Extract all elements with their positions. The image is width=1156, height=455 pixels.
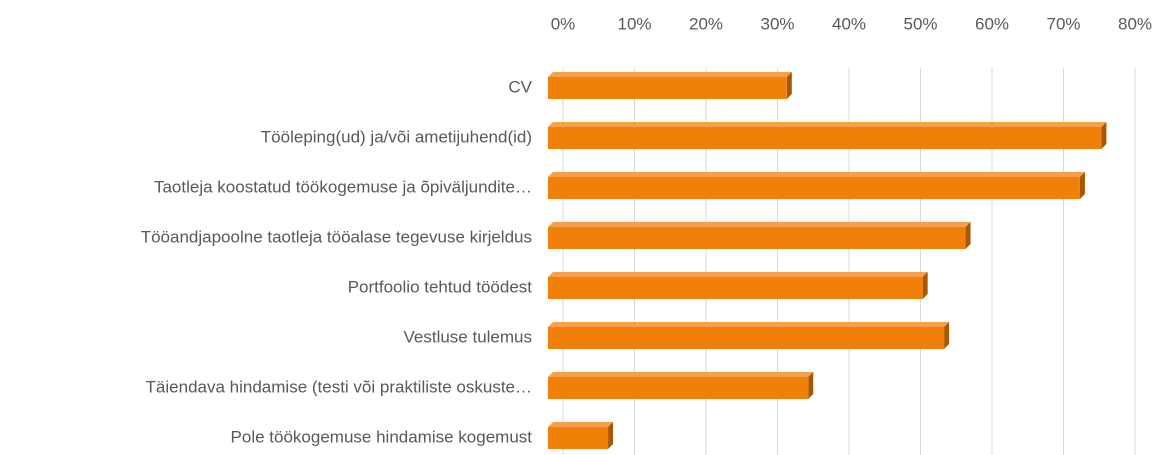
bar-side — [922, 272, 928, 299]
bar-side — [786, 72, 792, 99]
bar-top — [548, 222, 971, 227]
bar-top — [548, 272, 928, 277]
y-tick-label: Vestluse tulemus — [403, 327, 532, 346]
y-tick-label: CV — [508, 77, 532, 96]
bar — [548, 227, 966, 249]
x-tick-label: 60% — [975, 14, 1009, 33]
y-tick-label: Pole töökogemuse hindamise kogemust — [231, 427, 533, 446]
bar-top — [548, 322, 950, 327]
bar-side — [965, 222, 971, 249]
x-tick-label: 20% — [689, 14, 723, 33]
bar-top — [548, 172, 1085, 177]
bar-top — [548, 422, 614, 427]
y-tick-label: Taotleja koostatud töökogemuse ja õpiväl… — [154, 177, 532, 196]
y-tick-label: Portfoolio tehtud töödest — [348, 277, 533, 296]
bar — [548, 127, 1102, 149]
bar — [548, 327, 945, 349]
bar — [548, 177, 1080, 199]
bar-side — [944, 322, 950, 349]
x-tick-label: 10% — [617, 14, 651, 33]
bar-side — [1101, 122, 1107, 149]
x-tick-label: 40% — [832, 14, 866, 33]
bar — [548, 77, 787, 99]
y-tick-label: Tööandjapoolne taotleja tööalase tegevus… — [141, 227, 532, 246]
bar-side — [808, 372, 814, 399]
x-tick-label: 0% — [551, 14, 576, 33]
bar — [548, 377, 809, 399]
x-tick-label: 30% — [760, 14, 794, 33]
x-tick-label: 70% — [1046, 14, 1080, 33]
bar — [548, 427, 609, 449]
bar — [548, 277, 923, 299]
x-tick-label: 80% — [1118, 14, 1152, 33]
bar-top — [548, 72, 792, 77]
bar-top — [548, 122, 1107, 127]
y-tick-label: Tööleping(ud) ja/või ametijuhend(id) — [261, 127, 532, 146]
x-tick-label: 50% — [903, 14, 937, 33]
y-tick-label: Täiendava hindamise (testi või praktilis… — [146, 377, 532, 396]
bar-side — [608, 422, 614, 449]
bar-side — [1079, 172, 1085, 199]
bar-top — [548, 372, 814, 377]
